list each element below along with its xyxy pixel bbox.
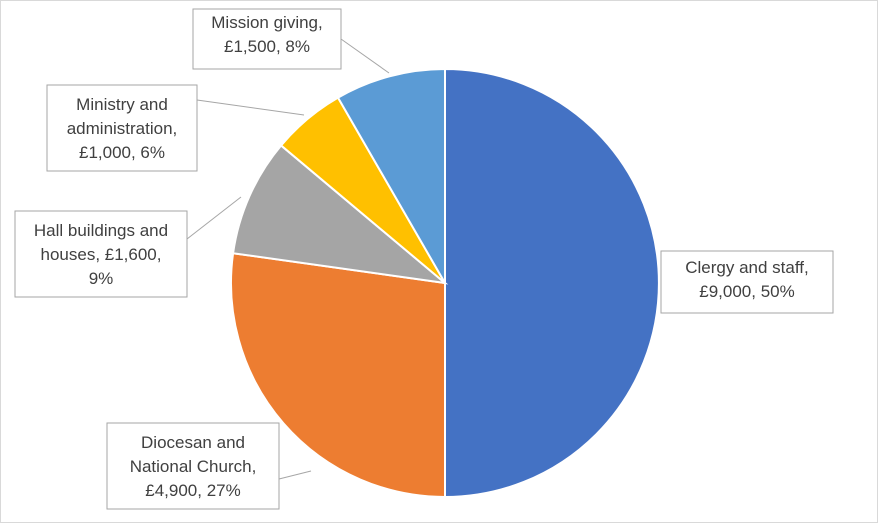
data-label-box: [106, 422, 280, 510]
data-label-hall-buildings-and-houses: Hall buildings and houses, £1,600, 9%: [14, 210, 188, 298]
data-label-line: £1,000, 6%: [79, 143, 165, 162]
data-label-ministry-and-administration: Ministry and administration, £1,000, 6%: [46, 84, 198, 172]
data-label-line: Ministry and: [76, 95, 168, 114]
data-label-mission-giving: Mission giving, £1,500, 8%: [192, 8, 342, 70]
data-label-box: [192, 8, 342, 70]
data-label-line: Hall buildings and: [34, 221, 168, 240]
data-label-line: houses, £1,600,: [41, 245, 162, 264]
leader-line-mission-giving: [340, 38, 390, 74]
pie-slice-mission-giving: [336, 67, 446, 287]
data-label-box: [46, 84, 198, 172]
data-label-box: [660, 250, 834, 314]
data-label-line: £9,000, 50%: [699, 282, 794, 301]
data-label-line: 9%: [89, 269, 114, 288]
data-label-box: [14, 210, 188, 298]
data-label-line: administration,: [67, 119, 178, 138]
data-label-line: £4,900, 27%: [145, 481, 240, 500]
leader-line-hall-buildings-and-houses: [186, 196, 242, 240]
data-label-diocesan-and-national-church: Diocesan and National Church, £4,900, 27%: [106, 422, 280, 510]
data-label-line: Diocesan and: [141, 433, 245, 452]
data-label-clergy-and-staff: Clergy and staff, £9,000, 50%: [660, 250, 834, 314]
data-label-line: £1,500, 8%: [224, 37, 310, 56]
leader-line-ministry-and-administration: [196, 99, 305, 116]
data-labels: Clergy and staff, £9,000, 50% Diocesan and…: [14, 8, 834, 510]
leader-line-diocesan-and-national-church: [278, 470, 312, 480]
pie-slices: [230, 67, 660, 499]
pie-slice-diocesan-and-national-church: [230, 252, 446, 499]
data-label-line: Clergy and staff,: [685, 258, 808, 277]
pie-slice-clergy-and-staff: [444, 67, 660, 499]
leader-lines: [186, 38, 390, 480]
data-label-line: Mission giving,: [211, 13, 323, 32]
data-label-line: National Church,: [130, 457, 257, 476]
pie-slice-hall-buildings-and-houses: [231, 144, 449, 285]
